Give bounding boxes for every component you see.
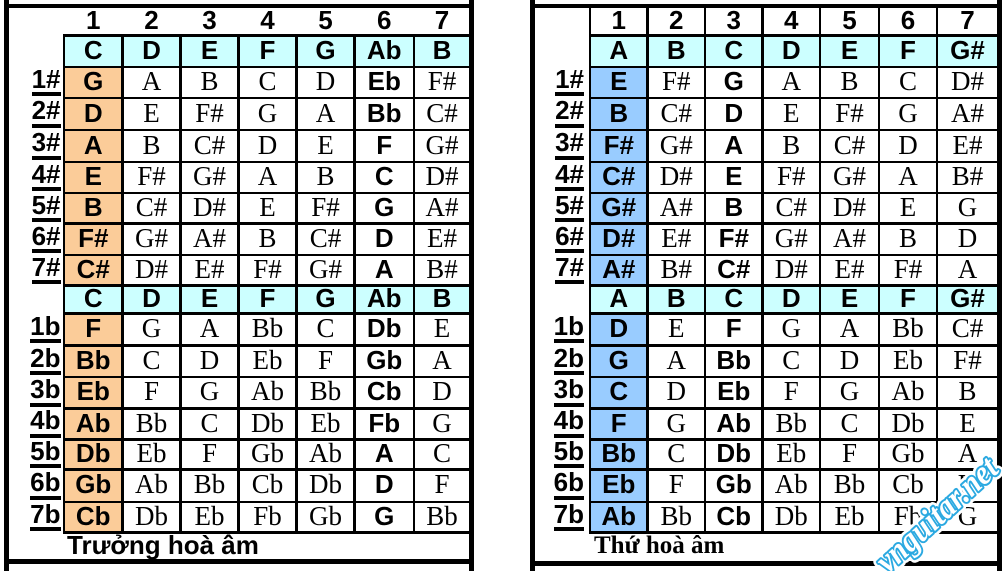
svg-text:vnguitar.net: vnguitar.net (868, 449, 1004, 571)
